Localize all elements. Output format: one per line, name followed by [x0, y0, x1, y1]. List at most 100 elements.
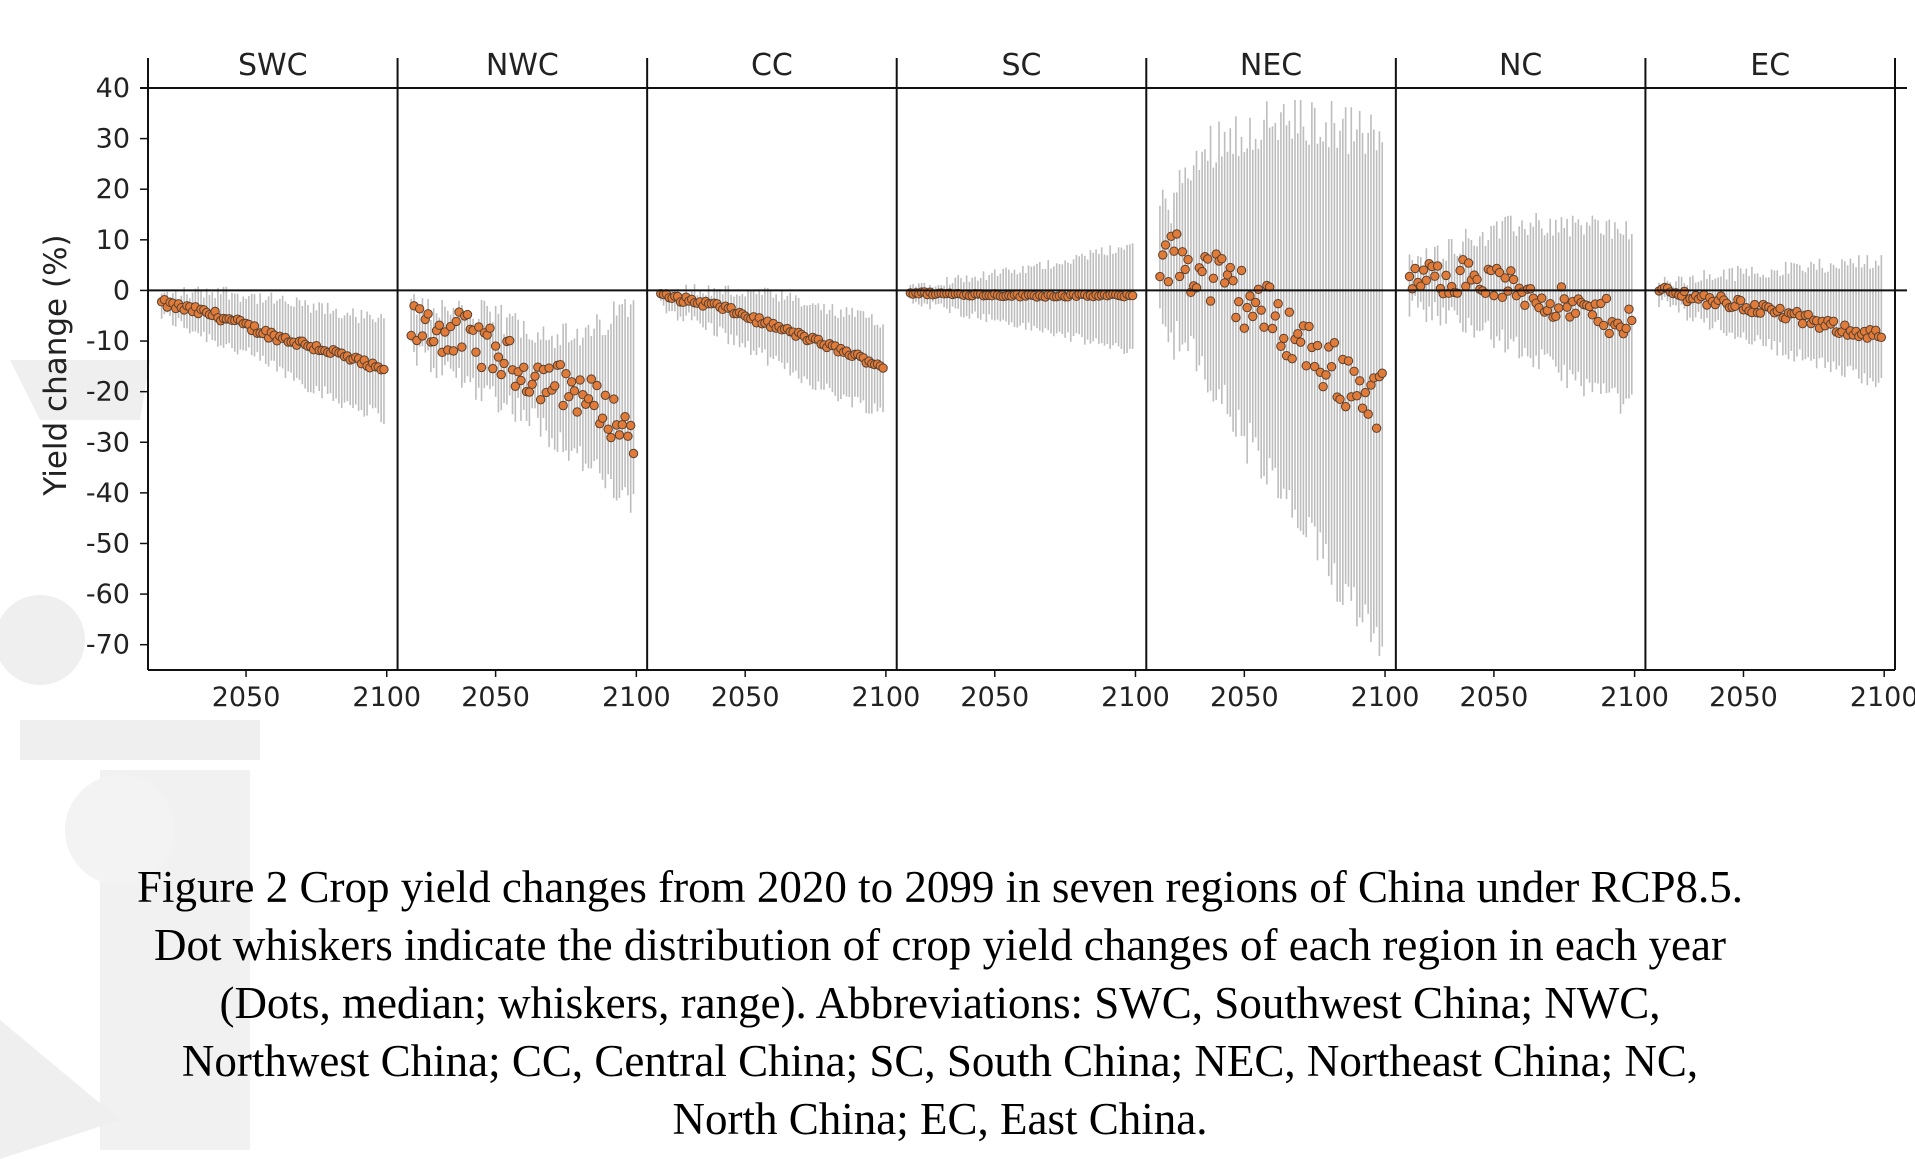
y-tick-label: -30 [86, 427, 130, 458]
median-dots-sc [905, 287, 1138, 302]
x-tick-label: 2100 [1600, 682, 1669, 713]
median-dot [1421, 275, 1432, 286]
median-dot [1276, 341, 1286, 351]
median-dot [614, 430, 625, 440]
y-tick-label: -70 [86, 630, 130, 661]
y-tick-label: 30 [96, 124, 130, 155]
range-whiskers-nwc [410, 294, 635, 513]
median-dot [1755, 308, 1766, 318]
y-tick-label: 0 [113, 275, 130, 306]
y-tick-label: -60 [86, 579, 130, 610]
median-dot [535, 394, 546, 405]
median-dot [1340, 401, 1351, 412]
median-dot [1553, 303, 1564, 313]
median-dot [1236, 265, 1247, 276]
median-dot [617, 420, 627, 430]
median-dot [1797, 318, 1808, 329]
median-dot [429, 336, 439, 347]
panel-sc [905, 243, 1138, 354]
median-dot [878, 363, 888, 373]
panel-nec [1155, 100, 1387, 657]
median-dot [1242, 302, 1252, 313]
axes: SWC 2050 2100 NWC 2050 2100 CC 2050 2100 SC 2050 21… [86, 48, 1915, 713]
median-dot [1587, 310, 1598, 320]
median-dot [524, 387, 535, 397]
median-dot [1520, 300, 1530, 311]
median-dot [1876, 332, 1887, 342]
median-dot [1604, 328, 1614, 339]
median-dot [1321, 370, 1331, 380]
y-tick-label: 20 [96, 174, 130, 205]
median-dot [1624, 304, 1634, 314]
median-dot [1432, 261, 1443, 271]
median-dot [1355, 376, 1365, 386]
plot-area [156, 100, 1887, 657]
median-dot [1304, 321, 1314, 332]
range-whiskers-nec [1159, 100, 1384, 657]
median-dot [1828, 316, 1839, 326]
median-dot [1775, 303, 1785, 314]
y-tick-label: -20 [86, 377, 130, 408]
median-dot [462, 309, 473, 320]
median-dot [493, 352, 504, 362]
panel-swc [156, 286, 389, 425]
median-dot [566, 377, 577, 387]
yield-change-chart: SWC 2050 2100 NWC 2050 2100 CC 2050 2100 SC 2050 21… [38, 48, 1915, 713]
x-tick-label: 2050 [1460, 682, 1529, 713]
median-dot [564, 391, 574, 402]
median-dot [1267, 323, 1278, 334]
median-dot [1371, 423, 1382, 433]
median-dot [1377, 368, 1387, 378]
median-dot [1627, 315, 1637, 326]
x-tick-label: 2050 [1210, 682, 1279, 713]
y-tick-label: 40 [96, 73, 130, 104]
median-dot [1441, 270, 1451, 281]
panel-nc [1404, 212, 1637, 414]
median-dot [1197, 266, 1207, 277]
median-dots-cc [656, 288, 888, 373]
median-dot [600, 390, 611, 400]
median-dot [561, 369, 571, 379]
median-dot [417, 331, 428, 341]
median-dot [1234, 296, 1244, 307]
median-dot [485, 323, 495, 333]
y-tick-label: -40 [86, 478, 130, 509]
median-dot [1169, 246, 1179, 256]
median-dot [1231, 312, 1241, 323]
median-dot [1253, 284, 1264, 295]
panel-label-nwc: NWC [486, 48, 559, 83]
panel-label-swc: SWC [238, 48, 308, 83]
median-dot [1279, 333, 1289, 344]
median-dot [1174, 271, 1185, 282]
median-dot [527, 379, 537, 390]
median-dot [1205, 296, 1216, 306]
y-tick-label: 10 [96, 225, 130, 256]
median-dot [1287, 353, 1297, 364]
median-dot [1598, 320, 1609, 331]
median-dot [1418, 265, 1429, 275]
median-dot [597, 413, 608, 423]
median-dot [1803, 309, 1813, 320]
median-dot [1335, 394, 1345, 405]
x-tick-label: 2100 [352, 682, 421, 713]
median-dot [1463, 258, 1474, 268]
median-dot [1497, 292, 1508, 303]
median-dot [1180, 264, 1190, 275]
x-tick-label: 2100 [852, 682, 921, 713]
median-dot [1318, 381, 1328, 392]
median-dot [609, 394, 619, 404]
median-dot [1203, 254, 1213, 264]
median-dot [1352, 391, 1362, 401]
median-dot [1228, 276, 1238, 286]
median-dot [569, 386, 580, 396]
y-tick-label: -10 [86, 326, 130, 357]
median-dot [1239, 323, 1250, 333]
background-watermark [0, 360, 260, 1159]
median-dot [1172, 229, 1182, 239]
x-tick-label: 2050 [1709, 682, 1778, 713]
panel-label-ec: EC [1750, 48, 1790, 83]
median-dot [1349, 366, 1359, 377]
median-dot [1455, 265, 1465, 276]
median-dot [1508, 274, 1519, 285]
median-dot [603, 424, 613, 434]
